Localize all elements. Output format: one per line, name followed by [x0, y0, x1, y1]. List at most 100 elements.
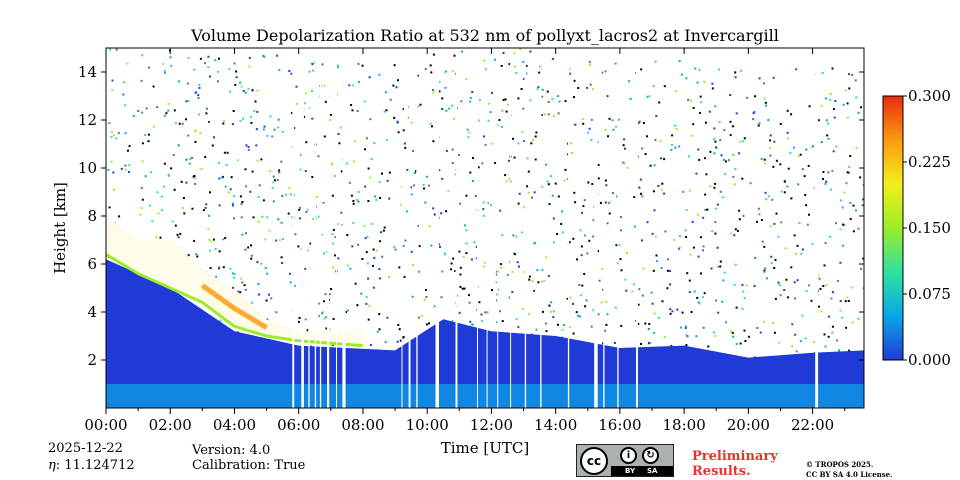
noise-speck	[465, 252, 468, 255]
noise-speck	[586, 86, 589, 89]
noise-speck	[304, 318, 307, 321]
noise-speck	[475, 245, 478, 248]
noise-speck	[704, 157, 706, 160]
date-label: 2025-12-22	[48, 441, 123, 456]
noise-speck	[753, 285, 756, 287]
noise-speck	[209, 267, 212, 270]
noise-speck	[597, 250, 600, 253]
noise-speck	[209, 249, 212, 252]
noise-speck	[458, 154, 460, 156]
noise-speck	[193, 177, 196, 179]
noise-speck	[224, 185, 227, 188]
eta-label: η: 11.124712	[48, 458, 135, 473]
noise-speck	[173, 109, 176, 112]
noise-speck	[405, 210, 408, 213]
noise-speck	[800, 252, 803, 255]
noise-speck	[141, 198, 144, 201]
noise-speck	[579, 315, 581, 318]
noise-speck	[735, 343, 738, 345]
x-tick-label: 04:00	[213, 416, 256, 434]
noise-speck	[685, 344, 688, 347]
noise-speck	[829, 235, 832, 238]
noise-speck	[557, 323, 559, 326]
noise-speck	[430, 71, 433, 74]
noise-speck	[469, 96, 472, 99]
noise-speck	[204, 62, 207, 65]
noise-speck	[749, 182, 752, 185]
noise-speck	[536, 88, 539, 91]
noise-speck	[378, 240, 381, 243]
noise-speck	[528, 275, 531, 278]
noise-speck	[547, 275, 550, 278]
noise-speck	[222, 266, 225, 269]
colorbar-ticks: 0.000 0.075 0.150 0.225 0.300	[903, 87, 951, 369]
noise-speck	[348, 181, 351, 184]
noise-speck	[773, 331, 776, 334]
noise-speck	[857, 111, 860, 114]
noise-speck	[250, 121, 253, 124]
noise-speck	[361, 258, 364, 260]
noise-speck	[839, 309, 842, 312]
noise-speck	[187, 100, 190, 102]
chart-title: Volume Depolarization Ratio at 532 nm of…	[190, 26, 779, 45]
noise-speck	[715, 299, 718, 302]
noise-speck	[827, 122, 830, 125]
noise-speck	[280, 160, 283, 163]
noise-speck	[862, 287, 864, 290]
noise-speck	[137, 110, 140, 112]
noise-speck	[357, 191, 360, 193]
results-label: Results.	[692, 464, 751, 479]
noise-speck	[681, 311, 684, 314]
noise-speck	[500, 64, 503, 67]
noise-speck	[374, 195, 376, 198]
noise-speck	[840, 199, 842, 202]
noise-speck	[552, 217, 555, 220]
noise-speck	[847, 300, 850, 302]
noise-speck	[188, 162, 191, 165]
noise-speck	[847, 171, 850, 174]
noise-speck	[303, 115, 306, 118]
noise-speck	[716, 147, 718, 150]
noise-speck	[637, 303, 640, 306]
noise-speck	[828, 315, 830, 318]
noise-speck	[685, 236, 687, 238]
noise-speck	[702, 326, 705, 329]
noise-speck	[465, 194, 468, 197]
noise-speck	[628, 80, 631, 83]
noise-speck	[692, 123, 695, 126]
noise-speck	[743, 297, 746, 300]
noise-speck	[207, 55, 210, 58]
noise-speck	[523, 140, 526, 143]
noise-speck	[209, 75, 211, 78]
noise-speck	[831, 325, 834, 328]
noise-speck	[783, 180, 786, 183]
noise-speck	[508, 177, 511, 180]
noise-speck	[653, 312, 656, 315]
noise-speck	[574, 201, 577, 204]
noise-speck	[678, 246, 681, 249]
noise-speck	[758, 213, 761, 216]
noise-speck	[695, 172, 698, 175]
noise-speck	[276, 54, 279, 57]
data-gap	[314, 48, 317, 408]
noise-speck	[419, 103, 422, 106]
noise-speck	[512, 234, 515, 237]
noise-speck	[507, 159, 510, 162]
noise-speck	[423, 298, 426, 301]
noise-speck	[410, 193, 413, 196]
noise-speck	[769, 154, 772, 157]
noise-speck	[172, 154, 175, 156]
noise-speck	[566, 297, 569, 300]
noise-speck	[644, 322, 647, 325]
noise-speck	[443, 253, 446, 256]
noise-speck	[752, 112, 755, 115]
noise-speck	[277, 126, 280, 129]
noise-speck	[318, 302, 321, 305]
noise-speck	[541, 310, 544, 313]
noise-speck	[429, 64, 432, 67]
noise-speck	[836, 339, 839, 342]
noise-speck	[297, 320, 300, 323]
noise-speck	[499, 209, 502, 212]
noise-speck	[477, 285, 480, 288]
noise-speck	[441, 108, 444, 110]
